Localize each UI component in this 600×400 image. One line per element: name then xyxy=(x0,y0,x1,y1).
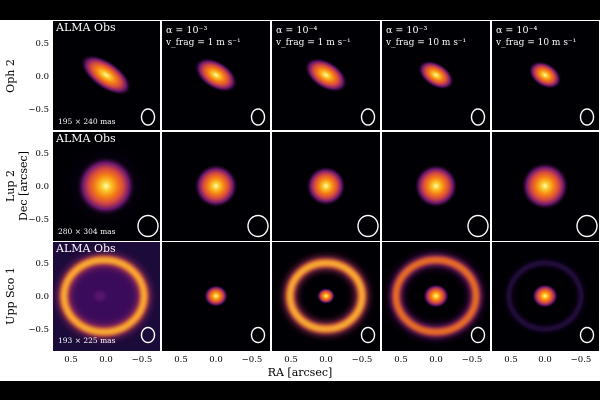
beam-ellipse xyxy=(357,214,379,238)
beam-size-label: 280 × 304 mas xyxy=(58,227,116,236)
x-tick-label: −0.5 xyxy=(352,355,373,365)
disk-emission xyxy=(80,54,132,96)
disk-emission xyxy=(521,162,569,210)
x-tick-label: 0.5 xyxy=(504,355,518,365)
x-axis-label: RA [arcsec] xyxy=(268,366,333,379)
x-tick-label: −0.5 xyxy=(132,355,153,365)
ring-emission xyxy=(506,260,584,332)
top-letterbox xyxy=(0,0,600,20)
x-tick-label: 0.0 xyxy=(209,355,223,365)
y-axis-ticks: 0.5 0.0 −0.5 0.5 0.0 −0.5 0.5 0.0 −0.5 xyxy=(28,39,49,335)
x-tick-label: 0.0 xyxy=(319,355,333,365)
beam-ellipse xyxy=(470,326,486,344)
disk-emission xyxy=(306,166,346,206)
row-lup2: ALMA Obs 280 × 304 mas Lup 2 Dec [arcsec… xyxy=(4,132,599,241)
beam-ellipse xyxy=(579,108,595,126)
col-header-alpha: α = 10⁻⁴ xyxy=(276,25,318,36)
x-tick-label: 0.5 xyxy=(174,355,188,365)
beam-ellipse xyxy=(470,108,486,126)
col-header-alpha: α = 10⁻⁴ xyxy=(496,25,538,36)
column-headers: α = 10⁻³ v_frag = 1 m s⁻¹ α = 10⁻⁴ v_fra… xyxy=(165,25,576,48)
col-header-vfrag: v_frag = 10 m s⁻¹ xyxy=(495,38,576,48)
col-header-vfrag: v_frag = 1 m s⁻¹ xyxy=(165,38,241,48)
beam-ellipse xyxy=(579,326,595,344)
beam-ellipse xyxy=(360,326,376,344)
beam-ellipse xyxy=(250,108,266,126)
y-tick-label: 0.0 xyxy=(35,182,49,192)
ring-emission xyxy=(390,254,482,338)
col-header-vfrag: v_frag = 1 m s⁻¹ xyxy=(275,38,351,48)
row-uppsco1: ALMA Obs 193 × 225 mas Upp Sco 1 xyxy=(4,242,599,351)
ring-emission xyxy=(58,254,150,338)
x-tick-label: 0.5 xyxy=(394,355,408,365)
x-tick-label: 0.0 xyxy=(429,355,443,365)
row-label: Oph 2 xyxy=(4,59,17,93)
y-tick-label: −0.5 xyxy=(28,325,49,335)
x-tick-label: 0.0 xyxy=(538,355,552,365)
disk-emission xyxy=(414,164,458,208)
beam-ellipse xyxy=(576,214,598,238)
ring-emission xyxy=(284,257,368,335)
row-oph2: ALMA Obs 195 × 240 mas Oph 2 xyxy=(4,21,599,130)
x-tick-label: −0.5 xyxy=(571,355,592,365)
x-tick-label: −0.5 xyxy=(242,355,263,365)
disk-emission xyxy=(528,61,562,89)
y-tick-label: −0.5 xyxy=(28,105,49,115)
x-tick-label: 0.5 xyxy=(64,355,78,365)
beam-size-label: 193 × 225 mas xyxy=(58,336,116,345)
disk-emission xyxy=(194,164,238,208)
obs-label: ALMA Obs xyxy=(55,242,116,255)
col-header-alpha: α = 10⁻³ xyxy=(386,25,428,36)
x-axis-ticks: 0.5 0.0 −0.5 0.5 0.0 −0.5 0.5 0.0 −0.5 0… xyxy=(64,355,591,365)
disk-emission xyxy=(194,57,238,93)
y-axis-label: Dec [arcsec] xyxy=(17,151,30,221)
col-header-alpha: α = 10⁻³ xyxy=(166,25,208,36)
beam-size-label: 195 × 240 mas xyxy=(58,117,116,126)
beam-ellipse xyxy=(137,214,159,238)
beam-ellipse xyxy=(250,326,266,344)
y-tick-label: 0.5 xyxy=(35,39,49,49)
disk-emission xyxy=(304,57,348,93)
beam-ellipse xyxy=(247,214,269,238)
obs-label: ALMA Obs xyxy=(55,21,116,34)
y-tick-label: 0.0 xyxy=(35,292,49,302)
beam-ellipse xyxy=(140,108,156,126)
beam-ellipse xyxy=(140,326,156,344)
y-tick-label: 0.5 xyxy=(35,149,49,159)
x-tick-label: −0.5 xyxy=(462,355,483,365)
row-label: Lup 2 xyxy=(4,170,17,202)
disk-emission xyxy=(76,156,136,216)
x-tick-label: 0.0 xyxy=(99,355,113,365)
col-header-vfrag: v_frag = 10 m s⁻¹ xyxy=(385,38,466,48)
beam-ellipse xyxy=(467,214,489,238)
y-tick-label: −0.5 xyxy=(28,215,49,225)
y-tick-label: 0.5 xyxy=(35,259,49,269)
disk-emission xyxy=(204,285,228,307)
obs-label: ALMA Obs xyxy=(55,132,116,145)
x-tick-label: 0.5 xyxy=(284,355,298,365)
bottom-letterbox xyxy=(0,381,600,400)
disk-emission xyxy=(417,60,455,90)
y-tick-label: 0.0 xyxy=(35,72,49,82)
beam-ellipse xyxy=(360,108,376,126)
row-label: Upp Sco 1 xyxy=(4,267,17,325)
